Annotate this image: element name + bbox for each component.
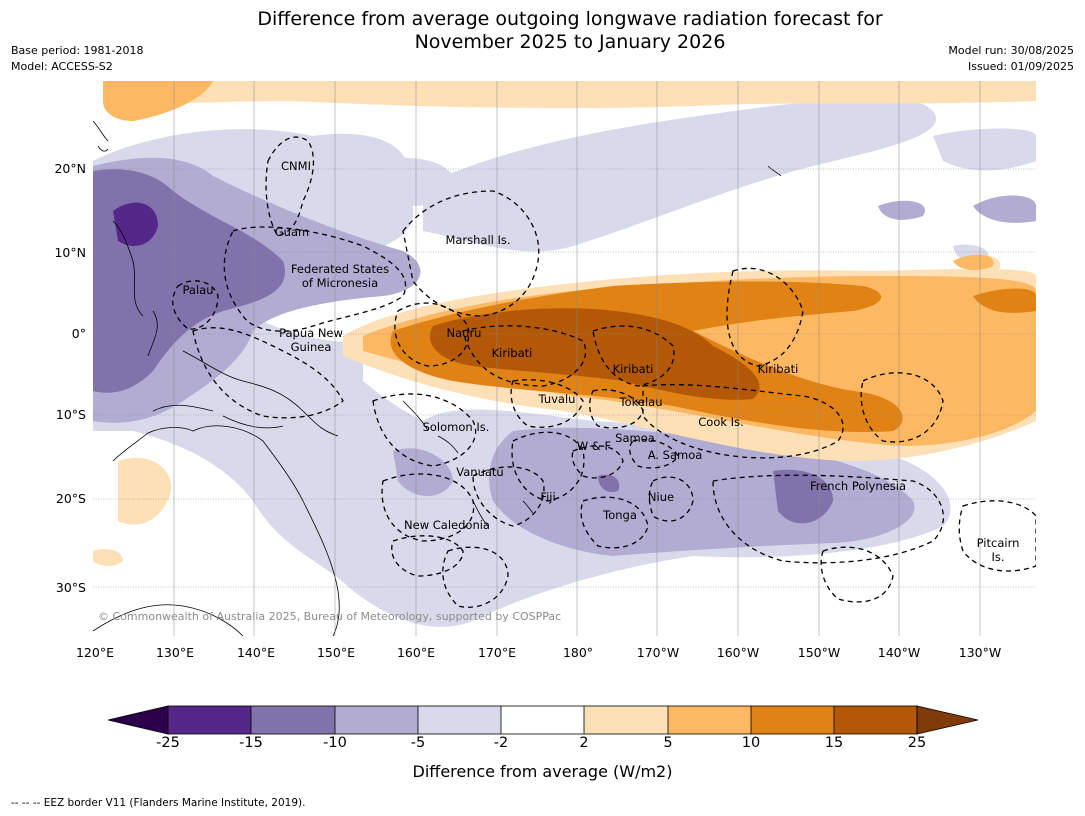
region-label-cook: Cook Is. [698,415,744,429]
base-period: Base period: 1981-2018 [11,44,144,57]
region-label-vanuatu: Vanuatu [456,465,504,479]
lon-tick-130e: 130°E [155,645,194,660]
colorbar-swatch [335,706,418,734]
region-label-png: Papua New Guinea [279,326,343,354]
lon-tick-130w: 130°W [958,645,1002,660]
colorbar-swatch [751,706,834,734]
graticule [93,168,1036,588]
model-name: Model: ACCESS-S2 [11,60,113,73]
region-label-pitcairn: Pitcairn Is. [976,536,1020,564]
colorbar-tick: 2 [579,735,589,751]
region-label-guam: Guam [274,225,310,239]
colorbar-swatch [251,706,335,734]
lon-tick-120e: 120°E [75,645,114,660]
colorbar-swatch [584,706,668,734]
chart-title: Difference from average outgoing longwav… [120,8,1020,54]
lon-tick-180: 180° [562,645,594,660]
colorbar-swatch [834,706,917,734]
colorbar-tick: -10 [323,735,347,751]
region-label-tonga: Tonga [603,508,637,522]
region-label-nauru: Nauru [446,326,482,340]
region-label-samoa: Samoa [615,431,655,445]
colorbar [108,705,978,735]
region-label-kiribati-west: Kiribati [491,346,533,360]
colorbar-extend-low [108,705,169,735]
lon-tick-150e: 150°E [316,645,355,660]
lon-tick-160w: 160°W [716,645,760,660]
lat-tick-20s: 20°S [55,491,86,506]
anomaly-orange-deepest [429,308,760,400]
meta-right: Model run: 30/08/2025 Issued: 01/09/2025 [948,43,1074,75]
lat-tick-0: 0° [71,326,86,341]
colorbar-swatch [501,706,584,734]
region-label-american-samoa: A. Samoa [647,448,703,462]
colorbar-swatch [668,706,751,734]
eez-borders [172,136,1036,608]
region-label-fiji: Fiji [540,490,556,504]
colorbar-label: Difference from average (W/m2) [412,762,673,781]
region-label-marshall: Marshall Is. [445,233,511,247]
anomaly-purple-deepest [113,202,158,246]
region-label-new-caledonia: New Caledonia [404,518,490,532]
colorbar-tick: 5 [663,735,673,751]
region-label-french-polynesia: French Polynesia [809,479,907,493]
colorbar-tick: -5 [410,735,426,751]
lat-tick-30s: 30°S [55,580,86,595]
colorbar-tick: 15 [824,735,844,751]
region-label-niue: Niue [647,490,675,504]
forecast-map [93,81,1036,636]
colorbar-swatch [168,706,251,734]
colorbar-tick: -25 [156,735,180,751]
meridians [173,81,981,636]
copyright-note: © Commonwealth of Australia 2025, Bureau… [98,610,562,623]
eez-footnote: -- -- -- EEZ border V11 (Flanders Marine… [11,797,306,809]
region-label-solomon: Solomon Is. [422,420,490,434]
colorbar-tick: -2 [493,735,509,751]
region-label-tuvalu: Tuvalu [538,392,576,406]
region-label-kiribati-central: Kiribati [612,362,654,376]
model-run: Model run: 30/08/2025 [948,44,1074,57]
title-line-2: November 2025 to January 2026 [414,31,726,53]
region-label-tokelau: Tokelau [619,395,663,409]
meta-left: Base period: 1981-2018 Model: ACCESS-S2 [11,43,143,75]
colorbar-extend-high [916,705,978,735]
region-label-palau: Palau [182,283,214,297]
coastlines [93,120,782,636]
lon-tick-140w: 140°W [877,645,921,660]
lon-tick-150w: 150°W [797,645,841,660]
region-label-kiribati-east: Kiribati [757,362,799,376]
issued-date: Issued: 01/09/2025 [967,60,1074,73]
region-label-wallis-futuna: W & F [576,439,612,453]
lat-tick-20n: 20°N [54,161,86,176]
colorbar-tick: 10 [741,735,761,751]
region-label-cnmi: CNMI [281,159,311,173]
region-label-fsm: Federated States of Micronesia [290,262,390,290]
lon-tick-170w: 170°W [636,645,680,660]
colorbar-swatch [418,706,501,734]
lon-tick-170e: 170°E [477,645,516,660]
title-line-1: Difference from average outgoing longwav… [257,8,883,30]
lat-tick-10s: 10°S [55,407,86,422]
lat-tick-10n: 10°N [54,245,86,260]
colorbar-tick: 25 [907,735,927,751]
lon-tick-160e: 160°E [396,645,435,660]
lon-tick-140e: 140°E [236,645,275,660]
colorbar-tick: -15 [239,735,263,751]
